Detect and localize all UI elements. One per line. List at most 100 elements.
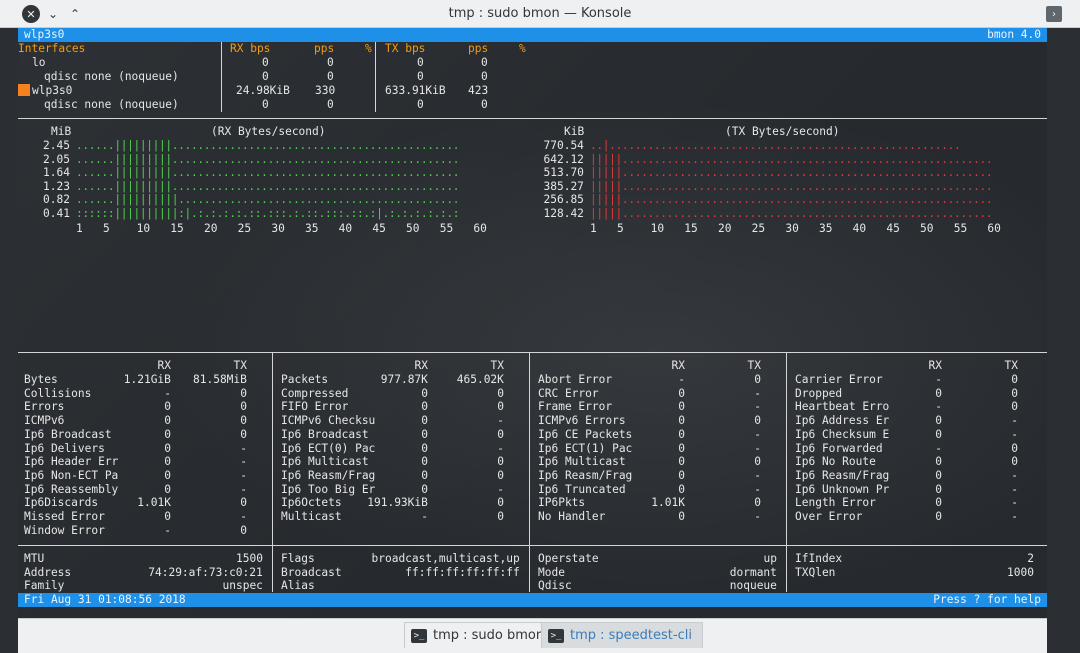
stat-rx-value: 0: [935, 510, 942, 523]
stat-name: Abort Error: [538, 373, 613, 386]
stat-name: Multicast: [281, 510, 342, 523]
stat-name: Errors: [24, 400, 65, 414]
stats-tx-header: TX: [1004, 359, 1018, 372]
close-icon[interactable]: ✕: [22, 5, 40, 23]
interface-rx-bps: 0: [262, 98, 269, 111]
terminal-area[interactable]: wlp3s0 bmon 4.0 Interfaces RX bps pps % …: [18, 28, 1047, 618]
window-menu-icon[interactable]: ›: [1046, 6, 1062, 22]
stat-tx-value: -: [1011, 468, 1018, 482]
stat-name: Ip6 Broadcast: [24, 427, 112, 441]
stat-name: Frame Error: [538, 400, 613, 414]
stat-rx-value: 0: [421, 414, 428, 428]
stat-rx-value: 0: [678, 455, 685, 469]
rx-graph-bars-row: ......|||||||||.........................…: [76, 152, 460, 166]
tx-pps-header: pps: [468, 42, 489, 55]
stat-tx-value: -: [240, 455, 247, 469]
stats-rx-header: RX: [157, 359, 171, 372]
stat-rx-value: -: [421, 510, 428, 523]
stat-rx-value: 1.21GiB: [123, 373, 171, 386]
stat-tx-value: -: [1011, 482, 1018, 496]
stat-rx-value: 0: [421, 441, 428, 455]
interface-tx-bps: 0: [417, 56, 424, 69]
stat-name: Ip6 Delivers: [24, 441, 105, 455]
stat-tx-value: 0: [1011, 441, 1018, 455]
interface-rx-bps: 24.98KiB: [236, 84, 290, 97]
tx-graph-bars-row: |||||...................................…: [590, 179, 993, 193]
stat-tx-value: -: [240, 468, 247, 482]
stat-rx-value: 0: [421, 400, 428, 414]
stat-tx-value: 0: [240, 523, 247, 537]
stat-name: Ip6Discards: [24, 496, 99, 510]
selection-marker: [18, 84, 30, 96]
maximize-icon[interactable]: ⌃: [69, 7, 81, 21]
interface-name: lo: [32, 56, 46, 69]
info-field-name: IfIndex: [795, 552, 843, 565]
stat-name: Heartbeat Erro: [795, 400, 890, 414]
stat-tx-value: -: [754, 386, 761, 400]
stat-rx-value: 0: [935, 482, 942, 496]
stat-name: Ip6 Header Err: [24, 455, 119, 469]
stats-rx-header: RX: [928, 359, 942, 372]
tab-speedtest-cli[interactable]: >_ tmp : speedtest-cli: [541, 622, 703, 648]
stat-name: Ip6Octets: [281, 496, 342, 510]
interface-tx-pps: 0: [481, 56, 488, 69]
stat-rx-value: -: [164, 386, 171, 400]
rx-graph-title: (RX Bytes/second): [211, 125, 326, 138]
rx-pps-header: pps: [314, 42, 335, 55]
tx-graph-title: (TX Bytes/second): [725, 125, 840, 138]
stat-tx-value: -: [497, 482, 504, 496]
info-field-value: 74:29:af:73:c0:21: [148, 565, 263, 579]
stat-name: Ip6 Reasm/Frag: [795, 468, 890, 482]
info-field-value: dormant: [729, 565, 777, 579]
info-field-value: 1500: [236, 552, 263, 565]
stat-tx-value: 0: [240, 496, 247, 510]
stat-rx-value: 1.01K: [137, 496, 171, 510]
rx-y-tick-label: 0.41: [43, 207, 70, 220]
stat-name: CRC Error: [538, 386, 599, 400]
stat-name: ICMPv6: [24, 414, 65, 428]
stat-tx-value: -: [754, 482, 761, 496]
stat-name: Ip6 Broadcast: [281, 427, 369, 441]
rx-graph-bars-row: ::::::||||||||||:|.:.:.:.:.::.:::.:.::.:…: [76, 207, 460, 220]
bmon-top-bar: wlp3s0 bmon 4.0: [18, 28, 1047, 42]
minimize-icon[interactable]: ⌄: [47, 7, 59, 21]
info-field-value: ff:ff:ff:ff:ff:ff: [405, 565, 520, 579]
stat-tx-value: 0: [754, 414, 761, 428]
rx-y-tick-label: 0.82: [43, 193, 70, 207]
stat-name: Ip6 No Route: [795, 455, 876, 469]
info-field-name: Alias: [281, 579, 315, 593]
stat-rx-value: 0: [421, 468, 428, 482]
stat-tx-value: -: [1011, 510, 1018, 523]
stat-tx-value: 0: [240, 414, 247, 428]
stat-tx-value: 0: [1011, 400, 1018, 414]
info-field-name: Operstate: [538, 552, 599, 565]
rx-graph-bars-row: ......|||||||||.........................…: [76, 166, 460, 180]
stat-tx-value: 0: [240, 427, 247, 441]
stat-tx-value: 0: [1011, 455, 1018, 469]
stat-rx-value: 1.01K: [651, 496, 685, 510]
stat-tx-value: -: [240, 482, 247, 496]
terminal-icon: >_: [548, 628, 564, 643]
stat-name: Window Error: [24, 523, 105, 537]
stat-rx-value: 0: [421, 386, 428, 400]
stat-name: Ip6 Address Er: [795, 414, 890, 428]
stat-tx-value: 0: [497, 400, 504, 414]
info-field-name: Mode: [538, 565, 565, 579]
window-titlebar[interactable]: ✕ ⌄ ⌃ tmp : sudo bmon — Konsole ›: [0, 0, 1080, 28]
terminal-icon: >_: [411, 628, 427, 643]
rx-y-tick-label: 2.45: [43, 139, 70, 152]
stats-tx-header: TX: [233, 359, 247, 372]
stat-tx-value: 0: [1011, 373, 1018, 386]
info-field-name: Address: [24, 565, 72, 579]
stats-rx-header: RX: [671, 359, 685, 372]
stat-tx-value: 0: [497, 496, 504, 510]
stat-tx-value: 0: [497, 468, 504, 482]
interface-tx-pps: 423: [468, 84, 489, 97]
info-field-name: TXQlen: [795, 565, 836, 579]
stat-rx-value: 977.87K: [380, 373, 428, 386]
rx-y-tick-label: 1.64: [43, 166, 70, 180]
stat-tx-value: 0: [497, 455, 504, 469]
rx-y-tick-label: 2.05: [43, 152, 70, 166]
tab-sudo-bmon[interactable]: >_ tmp : sudo bmon: [404, 622, 556, 648]
